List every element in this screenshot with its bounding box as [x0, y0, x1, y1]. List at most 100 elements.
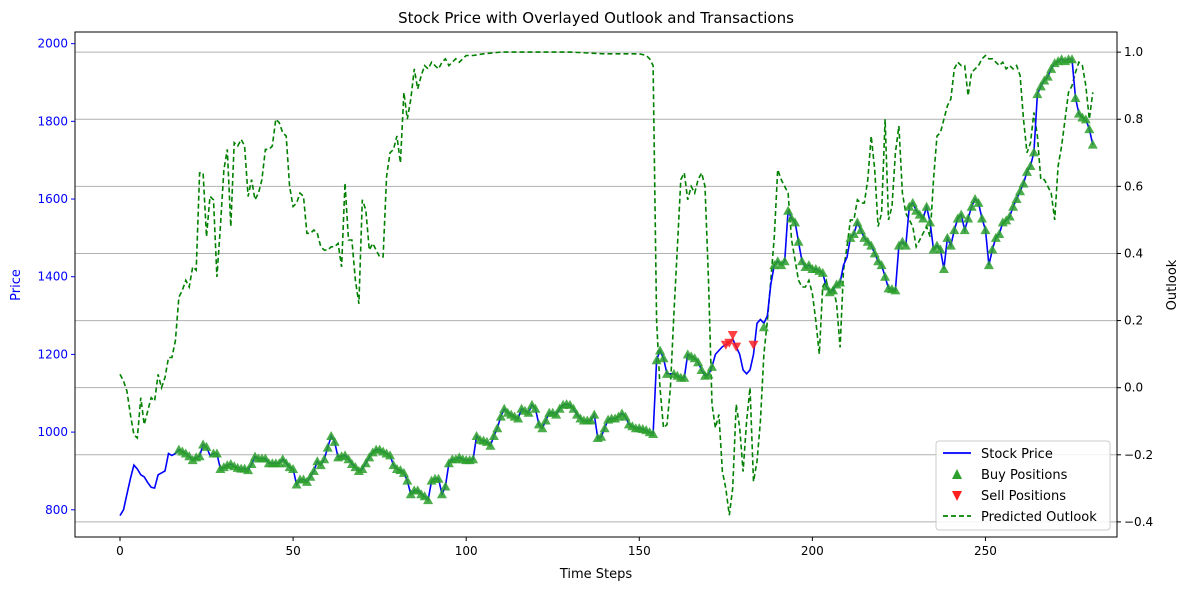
buy-marker: [568, 403, 579, 413]
buy-marker: [551, 409, 562, 419]
buy-marker: [1087, 139, 1098, 149]
buy-marker: [966, 201, 977, 211]
buy-marker: [779, 256, 790, 266]
buy-marker: [485, 440, 496, 450]
buy-marker: [679, 372, 690, 382]
buy-marker: [655, 345, 666, 355]
buy-marker: [1028, 147, 1039, 157]
buy-marker: [305, 471, 316, 481]
buy-marker: [523, 407, 534, 417]
buy-marker: [973, 197, 984, 207]
buy-marker: [1042, 71, 1053, 81]
buy-marker: [817, 267, 828, 277]
buy-marker: [596, 431, 607, 441]
sell-marker: [748, 340, 759, 350]
buy-marker: [433, 473, 444, 483]
buy-marker: [828, 285, 839, 295]
buy-marker: [243, 465, 254, 475]
buy-marker: [852, 217, 863, 227]
buy-marker: [1066, 54, 1077, 64]
buy-marker: [758, 322, 769, 332]
buy-marker: [1015, 186, 1026, 196]
buy-marker: [793, 236, 804, 246]
buy-marker: [876, 260, 887, 270]
buy-marker: [956, 209, 967, 219]
buy-marker: [357, 464, 368, 474]
buy-marker: [201, 441, 212, 451]
legend-box: [935, 440, 1111, 531]
x-axis-label: Time Steps: [559, 567, 633, 582]
x-axis: 0 50 100 150 200 250: [116, 537, 997, 558]
buy-marker: [693, 357, 704, 367]
buy-marker: [959, 225, 970, 235]
buy-marker: [326, 431, 337, 440]
buy-marker: [1021, 166, 1032, 176]
buy-marker: [385, 450, 396, 460]
y-axis-left-label: Price: [9, 269, 24, 301]
x-tick-label: 250: [974, 544, 997, 558]
buy-marker: [1032, 89, 1043, 99]
buy-marker: [1070, 93, 1081, 103]
legend-buy-label: Buy Positions: [981, 468, 1068, 483]
y-right-tick-label: 0.4: [1124, 246, 1143, 260]
buy-marker: [963, 213, 974, 223]
buy-marker: [319, 454, 330, 464]
buy-marker: [308, 465, 319, 475]
x-tick-label: 0: [116, 544, 124, 558]
x-tick-label: 150: [628, 544, 651, 558]
buy-marker: [398, 467, 409, 477]
legend-outlook-label: Predicted Outlook: [981, 510, 1097, 525]
buy-marker: [783, 205, 794, 215]
plot-frame: [74, 31, 1118, 538]
buy-marker: [1046, 63, 1057, 73]
buy-marker: [211, 448, 222, 458]
buy-marker: [599, 423, 610, 433]
outlook-series: [119, 51, 1094, 516]
buy-marker: [488, 431, 499, 440]
buy-marker: [945, 240, 956, 250]
y-axis-right: −0.4 −0.2 0.0 0.2 0.4 0.6 0.8 1.0: [1117, 45, 1153, 529]
buy-marker: [938, 263, 949, 273]
y-left-tick-label: 2000: [37, 37, 68, 51]
buy-marker: [468, 454, 479, 464]
buy-marker: [935, 244, 946, 254]
outlook-line: [119, 51, 1094, 516]
buy-marker: [402, 475, 413, 485]
buy-marker: [703, 369, 714, 379]
buy-marker: [796, 256, 807, 266]
y-left-tick-label: 1600: [37, 192, 68, 206]
y-left-tick-label: 1400: [37, 270, 68, 284]
buy-marker: [291, 479, 302, 489]
buy-marker: [983, 260, 994, 270]
y-left-tick-label: 800: [45, 503, 68, 517]
sell-marker: [724, 338, 735, 348]
buy-marker: [585, 415, 596, 425]
buy-marker: [530, 403, 541, 413]
buy-marker: [855, 225, 866, 235]
buy-marker: [907, 197, 918, 207]
buy-marker: [440, 481, 451, 491]
buy-marker: [492, 423, 503, 433]
x-tick-label: 50: [285, 544, 300, 558]
x-tick-label: 200: [801, 544, 824, 558]
y-right-tick-label: −0.2: [1124, 448, 1153, 462]
y-right-tick-label: 0.8: [1124, 112, 1143, 126]
legend-sell-label: Sell Positions: [981, 489, 1066, 504]
buy-marker: [436, 489, 447, 499]
buy-marker: [1035, 81, 1046, 91]
buy-marker: [315, 460, 326, 470]
buy-marker: [1004, 211, 1015, 221]
buy-marker: [537, 423, 548, 433]
buy-marker: [589, 409, 600, 419]
y-left-tick-label: 1000: [37, 425, 68, 439]
buy-marker: [246, 458, 257, 468]
buy-marker: [364, 452, 375, 462]
buy-marker: [194, 451, 205, 461]
buy-marker: [821, 281, 832, 291]
buy-marker: [1008, 201, 1019, 211]
legend-sell-swatch: [952, 491, 962, 501]
buy-marker: [423, 495, 434, 505]
buy-marker: [890, 285, 901, 295]
buy-marker: [1018, 178, 1029, 188]
y-right-tick-label: 0.6: [1124, 179, 1143, 193]
